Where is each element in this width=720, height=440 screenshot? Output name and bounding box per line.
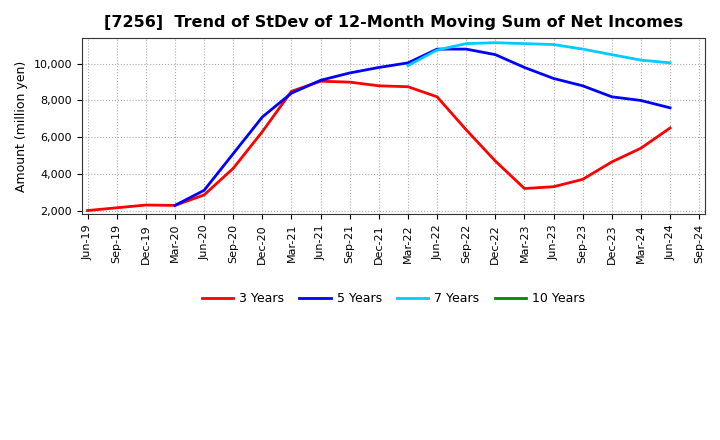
7 Years <box>608 52 616 57</box>
7 Years <box>433 48 441 53</box>
3 Years <box>171 203 179 208</box>
3 Years <box>549 184 558 189</box>
7 Years <box>666 60 675 66</box>
5 Years <box>491 52 500 57</box>
3 Years <box>374 83 383 88</box>
5 Years <box>404 60 413 66</box>
3 Years <box>433 94 441 99</box>
3 Years <box>112 205 121 210</box>
5 Years <box>549 76 558 81</box>
5 Years <box>462 47 470 52</box>
3 Years <box>462 127 470 132</box>
Title: [7256]  Trend of StDev of 12-Month Moving Sum of Net Incomes: [7256] Trend of StDev of 12-Month Moving… <box>104 15 683 30</box>
3 Years <box>142 202 150 208</box>
5 Years <box>520 65 528 70</box>
3 Years <box>404 84 413 89</box>
7 Years <box>491 40 500 45</box>
3 Years <box>636 146 645 151</box>
3 Years <box>258 129 266 134</box>
3 Years <box>199 192 208 198</box>
5 Years <box>346 70 354 76</box>
Line: 3 Years: 3 Years <box>88 81 670 210</box>
3 Years <box>578 177 587 182</box>
5 Years <box>608 94 616 99</box>
5 Years <box>287 91 296 96</box>
7 Years <box>520 41 528 46</box>
7 Years <box>462 41 470 46</box>
5 Years <box>171 203 179 208</box>
3 Years <box>316 79 325 84</box>
3 Years <box>287 89 296 94</box>
5 Years <box>578 83 587 88</box>
3 Years <box>84 208 92 213</box>
5 Years <box>666 105 675 110</box>
5 Years <box>199 188 208 193</box>
7 Years <box>636 58 645 63</box>
3 Years <box>491 158 500 164</box>
5 Years <box>316 78 325 83</box>
3 Years <box>608 159 616 165</box>
7 Years <box>549 42 558 47</box>
7 Years <box>578 47 587 52</box>
Line: 5 Years: 5 Years <box>175 49 670 205</box>
3 Years <box>520 186 528 191</box>
5 Years <box>636 98 645 103</box>
5 Years <box>433 47 441 52</box>
5 Years <box>374 65 383 70</box>
5 Years <box>229 151 238 156</box>
3 Years <box>666 125 675 131</box>
3 Years <box>346 80 354 85</box>
7 Years <box>404 63 413 68</box>
3 Years <box>229 166 238 171</box>
5 Years <box>258 114 266 120</box>
Line: 7 Years: 7 Years <box>408 43 670 66</box>
Legend: 3 Years, 5 Years, 7 Years, 10 Years: 3 Years, 5 Years, 7 Years, 10 Years <box>197 287 590 310</box>
Y-axis label: Amount (million yen): Amount (million yen) <box>15 61 28 192</box>
